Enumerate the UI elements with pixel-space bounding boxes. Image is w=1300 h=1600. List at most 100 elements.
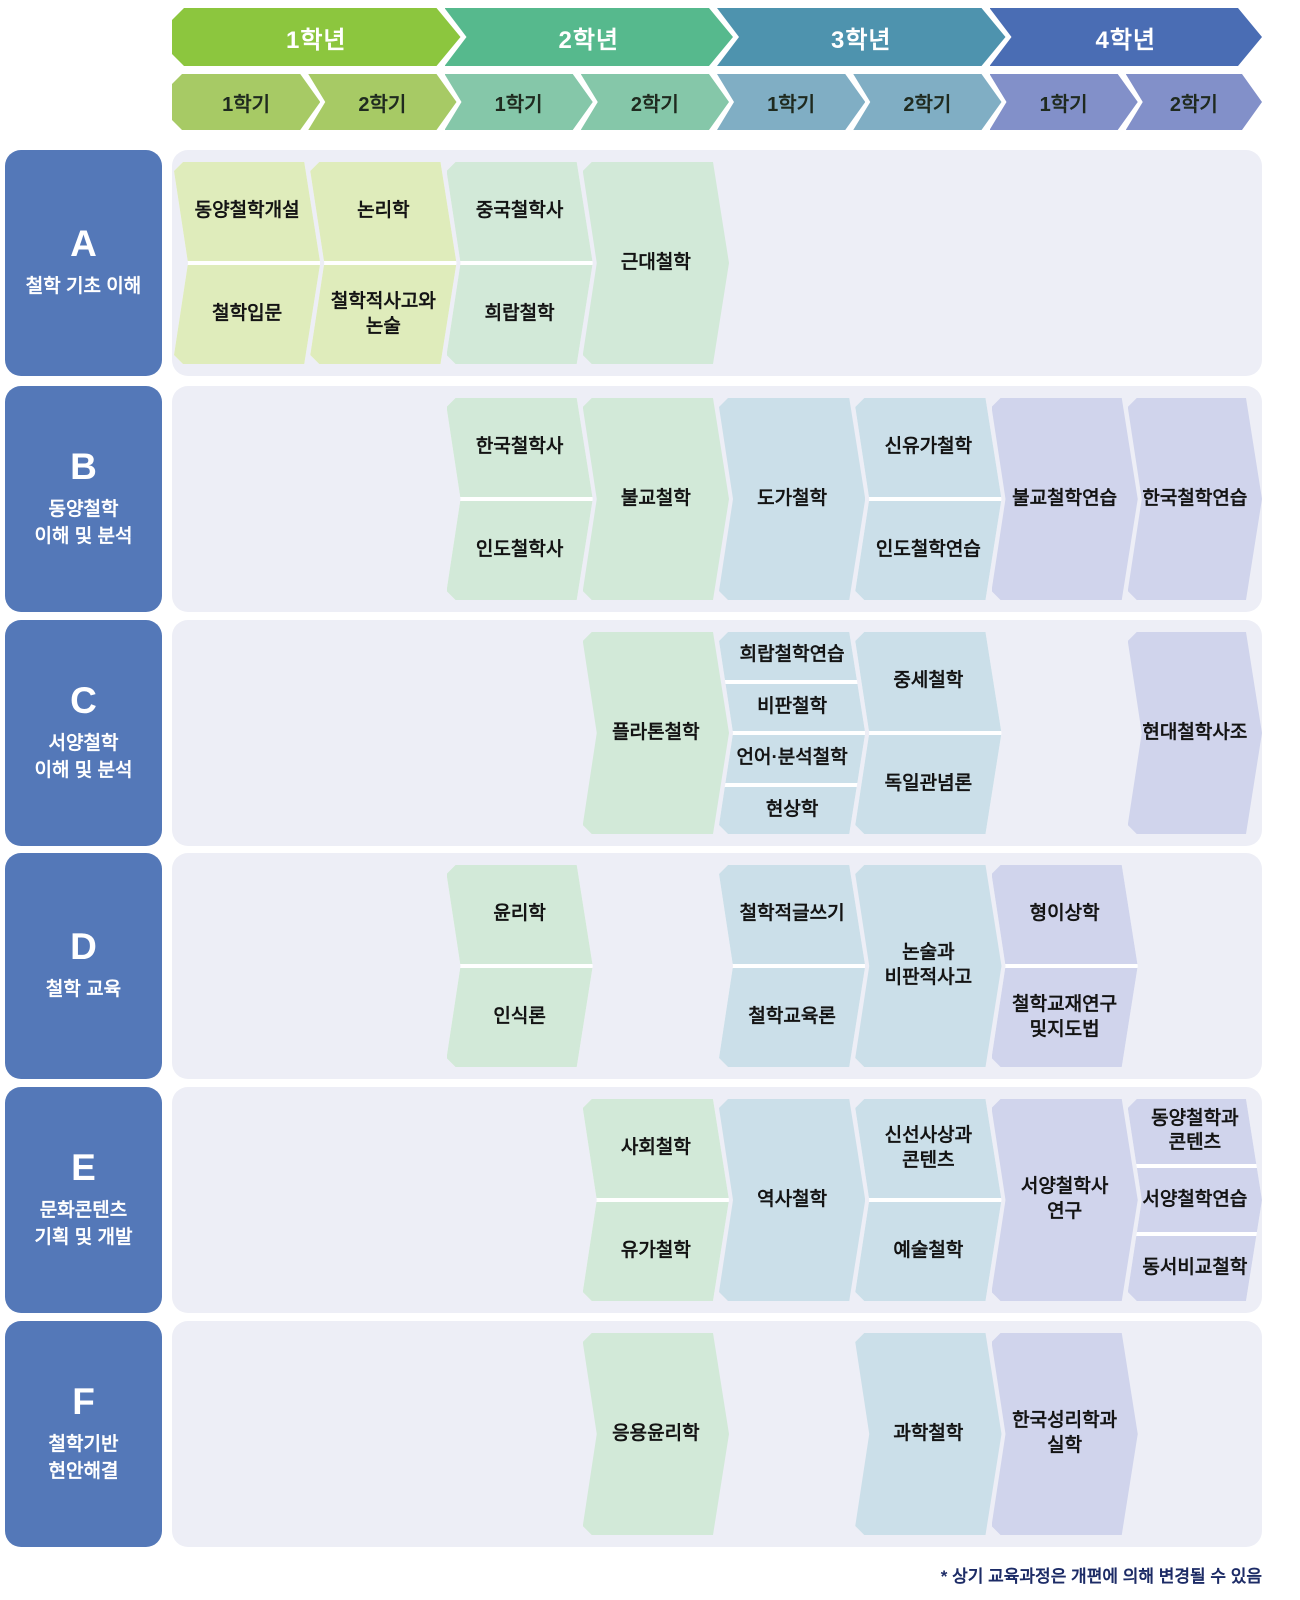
course-group: 근대철학: [583, 162, 729, 364]
course-cell: 독일관념론: [855, 735, 1001, 834]
track-band-b: 한국철학사 인도철학사 불교철학 도가철학 신유가철학 인도철학연습 불교철학연습 한국철학연…: [172, 386, 1262, 612]
course-cell: 논리학: [310, 162, 456, 261]
course-cell: 철학적사고와 논술: [310, 265, 456, 364]
course-cell: 언어·분석철학: [719, 735, 865, 783]
semester-label: 2학기: [358, 93, 407, 116]
track-band-d: 윤리학 인식론 철학적글쓰기 철학교육론 논술과 비판적사고 형이상학 철학교재연구 및지도…: [172, 853, 1262, 1079]
semester-label: 1학기: [1039, 93, 1088, 116]
course-group: 도가철학: [719, 398, 865, 600]
year-label: 1학년: [285, 26, 347, 54]
course-cell: 한국성리학과 실학: [992, 1333, 1138, 1535]
course-cell: 현상학: [719, 787, 865, 835]
semester-label: 2학기: [630, 93, 679, 116]
track-title: 동양철학 이해 및 분석: [34, 498, 133, 547]
course-cell: 논술과 비판적사고: [855, 865, 1001, 1067]
course-cell: 신유가철학: [855, 398, 1001, 497]
course-cell: 철학적글쓰기: [719, 865, 865, 964]
track-letter: E: [71, 1146, 96, 1188]
semester-header-2-2: 2학기: [581, 74, 729, 130]
course-cell: 윤리학: [447, 865, 593, 964]
course-cell: 서양철학사 연구: [992, 1099, 1138, 1301]
course-cell: 도가철학: [719, 398, 865, 600]
course-group: 불교철학: [583, 398, 729, 600]
course-group: 윤리학 인식론: [447, 865, 593, 1067]
year-label: 4학년: [1095, 26, 1156, 54]
course-cell: 동양철학개설: [174, 162, 320, 261]
track-letter: F: [72, 1380, 95, 1422]
course-cell: 형이상학: [992, 865, 1138, 964]
semester-label: 1학기: [222, 93, 271, 116]
course-cell: 과학철학: [855, 1333, 1001, 1535]
year-header-3: 3학년: [717, 8, 1006, 66]
course-group: 서양철학사 연구: [992, 1099, 1138, 1301]
course-cell: 역사철학: [719, 1099, 865, 1301]
course-cell: 근대철학: [583, 162, 729, 364]
course-group: 희랍철학연습 비판철학 언어·분석철학 현상학: [719, 632, 865, 834]
semester-header-2-1: 1학기: [445, 74, 593, 130]
year-header-1: 1학년: [172, 8, 461, 66]
year-header-2: 2학년: [445, 8, 734, 66]
course-cell: 응용윤리학: [583, 1333, 729, 1535]
course-cell: 플라톤철학: [583, 632, 729, 834]
course-group: 중국철학사 희랍철학: [447, 162, 593, 364]
course-cell: 인도철학사: [447, 501, 593, 600]
semester-header-1-1: 1학기: [172, 74, 320, 130]
track-letter: B: [70, 445, 97, 487]
track-label-e: E 문화콘텐츠 기획 및 개발: [5, 1087, 162, 1313]
course-cell: 유가철학: [583, 1202, 729, 1301]
semester-label: 2학기: [903, 93, 952, 116]
course-cell: 동양철학과 콘텐츠: [1128, 1099, 1262, 1164]
course-cell: 중세철학: [855, 632, 1001, 731]
course-cell: 불교철학: [583, 398, 729, 600]
course-cell: 철학입문: [174, 265, 320, 364]
course-group: 한국철학사 인도철학사: [447, 398, 593, 600]
track-letter: A: [70, 223, 97, 265]
course-cell: 예술철학: [855, 1202, 1001, 1301]
semester-header-3-1: 1학기: [717, 74, 865, 130]
year-label: 2학년: [558, 26, 619, 54]
course-group: 한국성리학과 실학: [992, 1333, 1138, 1535]
semester-header-3-2: 2학기: [853, 74, 1001, 130]
course-cell: 인식론: [447, 968, 593, 1067]
course-cell: 희랍철학: [447, 265, 593, 364]
track-band-e: 사회철학 유가철학 역사철학 신선사상과 콘텐츠 예술철학 서양철학사 연구 동양철학과 콘…: [172, 1087, 1262, 1313]
footnote: * 상기 교육과정은 개편에 의해 변경될 수 있음: [940, 1567, 1262, 1586]
track-band-f: 응용윤리학 과학철학 한국성리학과 실학: [172, 1321, 1262, 1547]
course-cell: 희랍철학연습: [719, 632, 865, 680]
course-cell: 불교철학연습: [992, 398, 1138, 600]
course-group: 형이상학 철학교재연구 및지도법: [992, 865, 1138, 1067]
course-group: 동양철학개설 철학입문: [174, 162, 320, 364]
course-group: 역사철학: [719, 1099, 865, 1301]
track-label-d: D 철학 교육: [5, 853, 162, 1079]
course-cell: 동서비교철학: [1128, 1236, 1262, 1301]
header: 1학년 1학기 2학기 2학년 1학기 2학기 3학년 1학기 2학기 4학년 1학기 2학기: [172, 0, 1262, 142]
semester-label: 1학기: [494, 93, 543, 116]
semester-header-4-1: 1학기: [990, 74, 1138, 130]
year-header-4: 4학년: [990, 8, 1263, 66]
track-band-c: 플라톤철학 희랍철학연습 비판철학 언어·분석철학 현상학 중세철학 독일관념론 현대철학사조: [172, 620, 1262, 846]
course-group: 중세철학 독일관념론: [855, 632, 1001, 834]
course-group: 플라톤철학: [583, 632, 729, 834]
course-cell: 비판철학: [719, 684, 865, 732]
course-cell: 철학교재연구 및지도법: [992, 968, 1138, 1067]
course-cell: 신선사상과 콘텐츠: [855, 1099, 1001, 1198]
course-group: 응용윤리학: [583, 1333, 729, 1535]
track-title: 문화콘텐츠 기획 및 개발: [34, 1199, 133, 1248]
course-group: 논술과 비판적사고: [855, 865, 1001, 1067]
semester-label: 2학기: [1169, 93, 1218, 116]
course-cell: 사회철학: [583, 1099, 729, 1198]
track-label-f: F 철학기반 현안해결: [5, 1321, 162, 1547]
course-group: 신유가철학 인도철학연습: [855, 398, 1001, 600]
course-cell: 한국철학사: [447, 398, 593, 497]
course-group: 논리학 철학적사고와 논술: [310, 162, 456, 364]
semester-header-1-2: 2학기: [308, 74, 456, 130]
track-title: 서양철학 이해 및 분석: [34, 732, 133, 781]
track-title: 철학기반 현안해결: [48, 1433, 119, 1482]
course-cell: 중국철학사: [447, 162, 593, 261]
semester-label: 1학기: [767, 93, 816, 116]
course-group: 한국철학연습: [1128, 398, 1262, 600]
course-cell: 인도철학연습: [855, 501, 1001, 600]
course-cell: 철학교육론: [719, 968, 865, 1067]
track-label-a: A 철학 기초 이해: [5, 150, 162, 376]
